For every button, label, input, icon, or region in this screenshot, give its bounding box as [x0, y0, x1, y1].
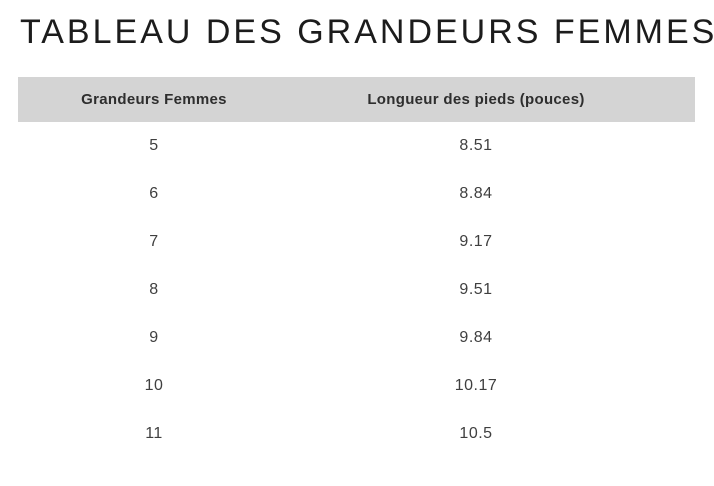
table-row: 6 8.84: [18, 170, 695, 218]
table-cell-size: 8: [149, 281, 159, 298]
table-cell-length: 8.84: [459, 185, 493, 202]
page-title: TABLEAU DES GRANDEURS FEMMES: [20, 13, 714, 51]
table-row: 10 10.17: [18, 362, 695, 410]
table-cell-length: 8.51: [459, 137, 493, 154]
table-cell-length: 9.51: [459, 281, 493, 298]
table-row: 11 10.5: [18, 410, 695, 458]
table-cell-length: 9.17: [459, 233, 493, 250]
table-header-length: Longueur des pieds (pouces): [367, 91, 585, 108]
table-cell-length: 10.5: [459, 425, 493, 442]
table-row: 9 9.84: [18, 314, 695, 362]
table-cell-size: 10: [144, 377, 164, 394]
table-cell-length: 10.17: [454, 377, 498, 394]
table-header-row: Grandeurs Femmes Longueur des pieds (pou…: [18, 77, 695, 122]
size-chart-table: Grandeurs Femmes Longueur des pieds (pou…: [18, 77, 695, 458]
table-row: 5 8.51: [18, 122, 695, 170]
table-row: 8 9.51: [18, 266, 695, 314]
table-cell-size: 5: [149, 137, 159, 154]
table-cell-length: 9.84: [459, 329, 493, 346]
table-cell-size: 6: [149, 185, 159, 202]
table-row: 7 9.17: [18, 218, 695, 266]
table-cell-size: 11: [145, 425, 163, 442]
table-cell-size: 9: [149, 329, 159, 346]
table-cell-size: 7: [149, 233, 159, 250]
table-body: 5 8.51 6 8.84 7 9.17 8 9.51 9 9.84 10 10…: [18, 122, 695, 458]
table-header-size: Grandeurs Femmes: [81, 91, 227, 108]
